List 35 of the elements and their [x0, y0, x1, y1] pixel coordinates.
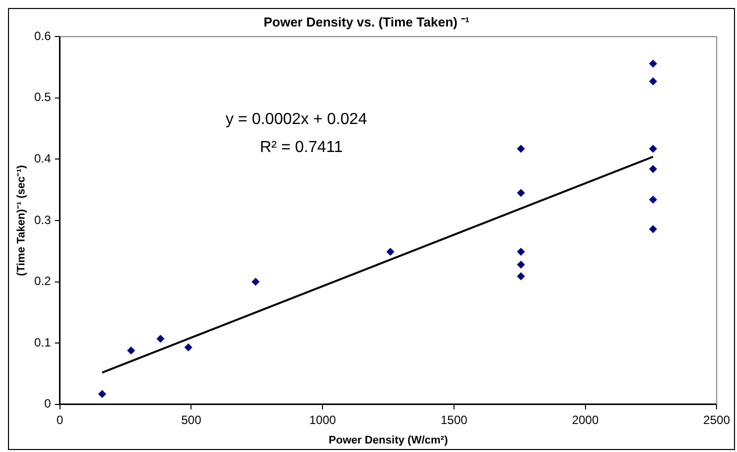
point: [184, 343, 192, 352]
point: [649, 60, 658, 68]
x-tick-label: 2000: [572, 412, 599, 427]
point: [516, 248, 525, 256]
point: [516, 144, 525, 153]
point: [252, 278, 260, 286]
point: [649, 225, 658, 234]
y-tick-label: 0.3: [34, 212, 52, 227]
y-tick-label: 0.1: [34, 335, 52, 350]
x-tick-label: 2500: [703, 412, 730, 427]
point: [156, 334, 164, 343]
x-tick-label: 0: [56, 412, 64, 427]
annotation: R² = 0.7411: [260, 138, 343, 156]
point: [516, 260, 525, 269]
y-axis-title: (Time Taken)⁻¹ (sec⁻¹): [16, 164, 28, 276]
x-axis-title: Power Density (W/cm²): [328, 434, 448, 446]
chart-title: Power Density vs. (Time Taken) ⁻¹: [264, 14, 470, 30]
point: [649, 165, 658, 174]
x-tick-label: 1500: [440, 412, 468, 427]
y-tick-label: 0: [44, 396, 52, 411]
annotation: y = 0.0002x + 0.024: [226, 110, 368, 128]
y-tick-label: 0.6: [34, 28, 52, 43]
point: [649, 196, 658, 204]
x-tick-label: 500: [181, 412, 202, 427]
point: [386, 248, 394, 256]
y-tick-label: 0.5: [34, 90, 52, 104]
y-tick-label: 0.2: [34, 274, 52, 288]
point: [516, 188, 525, 197]
point: [649, 144, 658, 153]
point: [127, 346, 136, 354]
y-tick-label: 0.4: [34, 152, 52, 166]
point: [98, 390, 106, 398]
point: [516, 272, 525, 280]
point: [649, 77, 658, 86]
x-tick-label: 1000: [309, 412, 336, 427]
